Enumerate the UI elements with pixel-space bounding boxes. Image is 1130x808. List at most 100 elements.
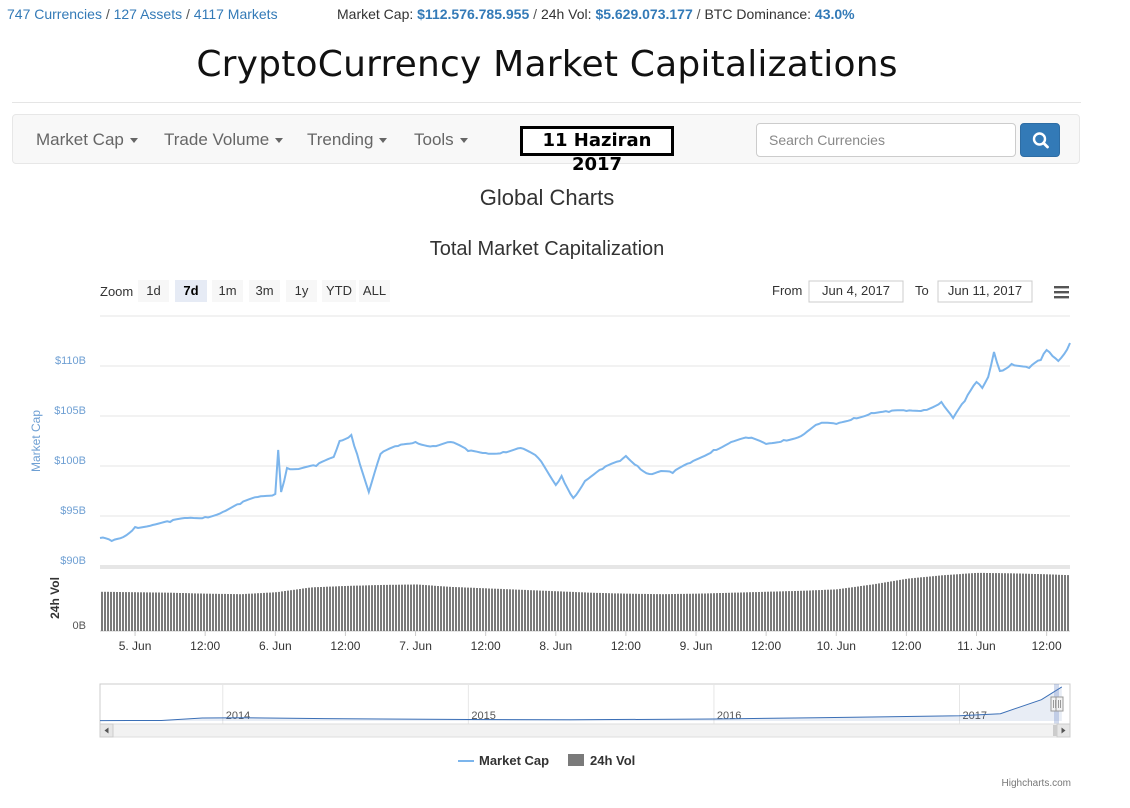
scrollbar-thumb[interactable] (1053, 725, 1058, 736)
nav-trade-volume[interactable]: Trade Volume (164, 130, 284, 150)
volume-bar (920, 577, 922, 631)
volume-bar (362, 585, 364, 631)
legend-item-volume[interactable]: 24h Vol (568, 753, 635, 768)
volume-bar (323, 586, 325, 631)
volume-bar (692, 593, 694, 631)
volume-bar (899, 579, 901, 631)
volume-bar (1043, 574, 1045, 631)
zoom-button-1y[interactable] (286, 280, 317, 302)
volume-bar (359, 585, 361, 631)
volume-bar (914, 577, 916, 631)
assets-link[interactable]: 127 Assets (113, 6, 183, 22)
volume-bar (635, 593, 637, 631)
from-label: From (772, 283, 802, 298)
volume-bar (929, 576, 931, 631)
hamburger-menu-icon[interactable] (1050, 283, 1072, 301)
volume-bar (962, 573, 964, 631)
markets-link[interactable]: 4117 Markets (193, 6, 278, 22)
volume-bar (254, 593, 256, 631)
zoom-button-1m[interactable] (212, 280, 243, 302)
y-tick-label: $95B (60, 505, 86, 517)
zoom-button-label: ALL (363, 283, 386, 298)
volume-bar (494, 588, 496, 631)
zoom-button-ALL[interactable] (359, 280, 390, 302)
volume-value: $5.629.073.177 (595, 6, 693, 22)
volume-bar (266, 592, 268, 631)
scroll-right-button[interactable] (1056, 723, 1071, 738)
volume-bar (911, 578, 913, 631)
volume-bar (191, 593, 193, 631)
volume-bar (863, 585, 865, 631)
volume-bar (725, 592, 727, 631)
volume-bar (527, 590, 529, 631)
volume-bar (851, 587, 853, 631)
dominance-value: 43.0% (814, 6, 855, 22)
volume-bar (812, 590, 814, 631)
volume-bar (743, 592, 745, 631)
x-tick-label: 11. Jun (957, 639, 995, 653)
navigator-right-handle[interactable] (1055, 696, 1064, 712)
nav-label: Trade Volume (164, 130, 270, 149)
volume-bar (257, 593, 259, 631)
volume-bar (275, 592, 277, 631)
navigator-tick-label: 2014 (226, 710, 250, 722)
volume-bar (128, 592, 130, 631)
nav-tools[interactable]: Tools (414, 130, 468, 150)
legend-box-swatch (568, 754, 584, 766)
volume-bar (563, 591, 565, 631)
volume-bar (1049, 574, 1051, 631)
zoom-button-YTD[interactable] (322, 280, 356, 302)
volume-bar (941, 575, 943, 631)
nav-trending[interactable]: Trending (307, 130, 388, 150)
volume-bar (599, 592, 601, 631)
volume-bar (890, 581, 892, 631)
volume-bar (554, 591, 556, 631)
volume-bar (296, 589, 298, 631)
x-tick-label: 12:00 (1032, 639, 1062, 653)
volume-bar (680, 593, 682, 631)
volume-bar (272, 592, 274, 631)
zoom-button-7d[interactable] (175, 280, 207, 302)
volume-bar (824, 589, 826, 631)
scroll-left-button[interactable] (99, 723, 114, 738)
volume-bar (203, 593, 205, 631)
volume-bar (194, 593, 196, 631)
legend-item-market-cap[interactable]: Market Cap (458, 753, 549, 768)
from-date-value: Jun 4, 2017 (822, 283, 890, 298)
volume-bar (518, 589, 520, 631)
volume-bar (278, 591, 280, 631)
volume-bar (944, 575, 946, 631)
volume-bar (590, 592, 592, 631)
date-badge: 11 Haziran 2017 (520, 126, 674, 175)
arrow-right-icon (1061, 727, 1066, 734)
volume-bar (158, 592, 160, 631)
zoom-button-label: 1m (218, 283, 236, 298)
volume-bar (977, 572, 979, 631)
volume-bar (218, 593, 220, 631)
volume-bar (683, 593, 685, 631)
volume-bar (344, 586, 346, 631)
zoom-button-1d[interactable] (138, 280, 169, 302)
highcharts-credit[interactable]: Highcharts.com (1002, 778, 1071, 789)
volume-bar (653, 594, 655, 631)
nav-market-cap[interactable]: Market Cap (36, 130, 138, 150)
volume-bar (476, 588, 478, 631)
volume-bar (557, 591, 559, 631)
currencies-link[interactable]: 747 Currencies (7, 6, 102, 22)
search-button[interactable] (1020, 123, 1060, 157)
scrollbar-track[interactable] (99, 723, 1071, 738)
to-date-input[interactable] (937, 280, 1033, 303)
volume-bar (617, 593, 619, 631)
from-date-input[interactable] (808, 280, 904, 303)
volume-bar (809, 590, 811, 631)
volume-bar (497, 588, 499, 631)
zoom-button-3m[interactable] (249, 280, 280, 302)
volume-bar (800, 590, 802, 631)
volume-bar (620, 593, 622, 631)
volume-bar (146, 592, 148, 631)
volume-bar (308, 587, 310, 631)
volume-bar (515, 589, 517, 631)
search-input[interactable] (756, 123, 1016, 157)
volume-bar (1034, 574, 1036, 631)
arrow-left-icon (104, 727, 109, 734)
